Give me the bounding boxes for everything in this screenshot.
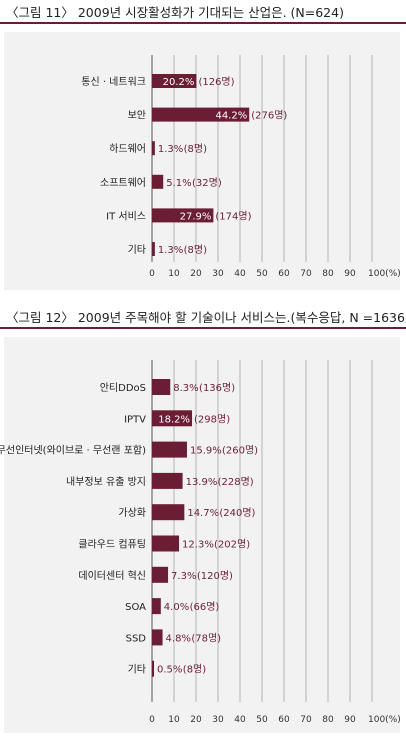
chart1-bar [152,174,164,189]
chart1-count-label: (8명) [184,143,207,155]
chart1-tick-label: 100(%) [368,269,401,279]
chart2-category-label: 클라우드 컴퓨팅 [78,539,146,551]
chart2-panel [4,337,400,733]
chart2-value-label: 12.3% [182,540,214,551]
chart1-category-label: IT 서비스 [106,210,146,222]
chart1-tick-label: 90 [344,269,356,279]
chart1-value-label: 5.1% [166,178,191,189]
chart2-value-label: 7.3% [171,571,196,582]
chart2-value-label: 15.9% [190,446,222,457]
chart2-bar [152,535,180,552]
chart2-category-label: 무선인터넷(와이브로 · 무선랜 포함) [0,445,146,457]
chart2-count-label: (8명) [183,664,206,676]
chart1-tick-label: 30 [212,269,224,279]
chart2-tick-label: 0 [149,715,155,725]
chart1-count-label: (32명) [192,177,222,189]
chart2-tick-label: 50 [256,715,268,725]
chart2-tick-label: 40 [234,715,246,725]
chart1-category-label: 하드웨어 [109,142,146,155]
chart2-category-label: 안티DDoS [100,382,146,394]
chart2-value-label: 18.2% [158,414,190,425]
chart2-value-label: 8.3% [173,383,198,394]
chart1-value-label: 1.3% [158,144,183,155]
chart2-bar [152,660,154,677]
chart2-category-label: IPTV [124,414,146,425]
chart2-count-label: (136명) [199,382,235,394]
chart2-tick-label: 100(%) [368,715,401,725]
chart1-bar [152,141,155,156]
chart1-count-label: (8명) [184,244,207,256]
chart1-value-label: 1.3% [158,245,183,256]
chart2-count-label: (120명) [197,570,233,582]
chart1-bar [152,242,155,256]
chart1-count-label: (174명) [215,210,251,222]
chart1-category-label: 소프트웨어 [100,177,146,189]
chart1-tick-label: 0 [149,269,155,279]
chart2-category-label: 기타 [128,664,146,676]
chart2-value-label: 13.9% [186,477,218,488]
chart2-bar [152,379,171,395]
chart1-tick-label: 10 [168,269,180,279]
chart2-count-label: (66명) [190,601,220,613]
chart1-bar [152,107,250,122]
chart2-category-label: SOA [125,602,146,613]
chart2-bar [152,441,187,458]
chart2-tick-label: 90 [344,715,356,725]
chart2-bar [152,598,161,615]
chart1-title: 〈그림 11〉 2009년 시장활성화가 기대되는 산업은. (N=624) [6,5,344,20]
chart1-tick-label: 80 [322,269,334,279]
chart2-count-label: (240명) [219,507,255,519]
chart2-value-label: 4.0% [164,602,189,613]
chart1-count-label: (126명) [198,76,234,88]
chart1-value-label: 44.2% [215,111,247,122]
chart2-bar [152,410,193,427]
chart2-value-label: 4.8% [166,633,191,644]
chart2-tick-label: 10 [168,715,180,725]
chart1-tick-label: 50 [256,269,268,279]
chart2-category-label: 가상화 [118,507,146,519]
chart2-title: 〈그림 12〉 2009년 주목해야 할 기술이나 서비스는.(복수응답, N … [6,310,406,325]
chart2-count-label: (298명) [194,413,230,425]
chart2-tick-label: 60 [278,715,290,725]
chart1-tick-label: 60 [278,269,290,279]
chart2-value-label: 0.5% [157,665,182,676]
chart2-tick-label: 80 [322,715,334,725]
chart2-tick-label: 20 [190,715,202,725]
chart1-value-label: 20.2% [163,77,195,88]
chart1-title-rule [0,22,406,24]
chart1-value-label: 27.9% [180,211,212,222]
chart1-category-label: 기타 [128,244,146,256]
chart2-count-label: (228명) [218,476,254,488]
chart2-category-label: 데이터센터 혁신 [78,570,146,582]
chart2-count-label: (202명) [214,539,250,551]
chart1-bar [152,74,197,88]
chart2-count-label: (78명) [191,632,221,644]
chart2-category-label: 내부정보 유출 방지 [66,476,146,488]
chart2-category-label: SSD [126,633,147,644]
chart2-bar [152,472,183,489]
chart2-title-rule [0,327,406,329]
chart2-value-label: 14.7% [187,508,219,519]
chart2-count-label: (260명) [222,445,258,457]
chart1-category-label: 보안 [128,110,146,122]
chart2-tick-label: 30 [212,715,224,725]
chart1-tick-label: 70 [300,269,312,279]
chart1-category-label: 통신 · 네트워크 [81,75,146,88]
chart1-tick-label: 20 [190,269,202,279]
chart1-tick-label: 40 [234,269,246,279]
chart1-count-label: (276명) [251,110,287,122]
chart2-bar [152,566,169,583]
chart1-panel [4,32,400,290]
chart2-bar [152,629,163,646]
chart2-tick-label: 70 [300,715,312,725]
chart1-bar [152,208,214,223]
chart2-bar [152,504,185,521]
